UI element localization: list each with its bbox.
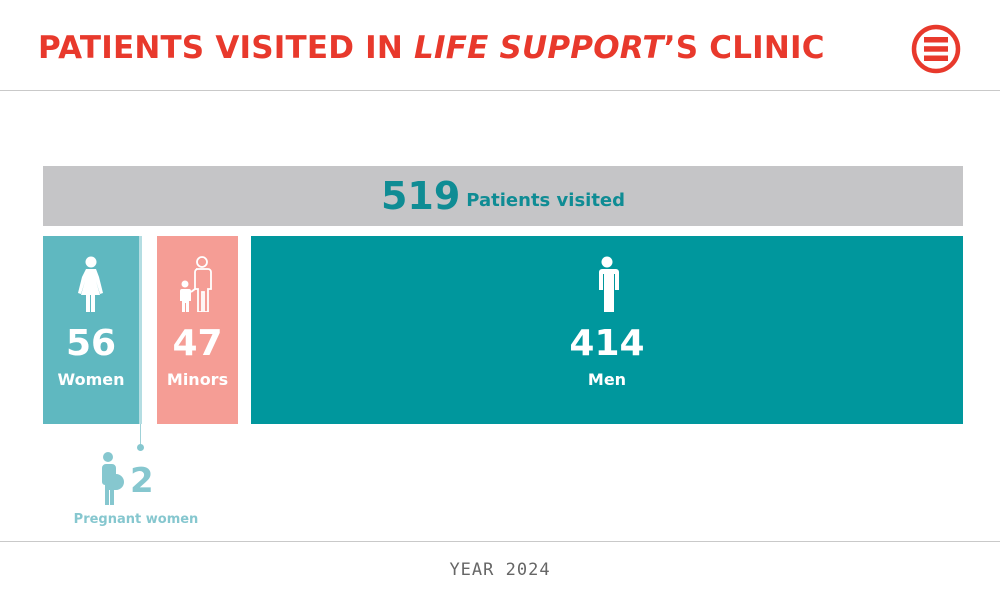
emergency-e-logo-icon: [911, 24, 961, 74]
pregnant-subset-stripe: [139, 236, 142, 424]
women-label: Women: [57, 370, 125, 389]
women-value: 56: [65, 323, 117, 364]
header-divider: [0, 90, 1000, 91]
pregnant-value: 2: [130, 461, 154, 501]
total-label: Patients visited: [466, 189, 626, 211]
total-bar: 519 Patients visited: [43, 166, 963, 226]
title-organization: LIFE SUPPORT: [414, 30, 664, 66]
pregnant-connector-line: [140, 424, 141, 446]
woman-icon: [43, 256, 139, 312]
men-label: Men: [587, 370, 627, 389]
pregnant-connector-dot: [137, 444, 144, 451]
title-part1: PATIENTS VISITED IN: [38, 30, 415, 66]
adult-and-child-icon: [157, 256, 238, 312]
pregnant-label: Pregnant women: [73, 512, 199, 527]
men-bar: 414 Men: [251, 236, 963, 424]
footer-divider: [0, 541, 1000, 542]
year-label: YEAR 2024: [449, 560, 551, 580]
page-title: PATIENTS VISITED IN LIFE SUPPORT’S CLINI…: [38, 30, 825, 66]
total-value: 519: [380, 174, 461, 218]
man-icon: [251, 256, 963, 312]
title-part2: ’S CLINIC: [663, 30, 825, 66]
minors-value: 47: [172, 323, 223, 364]
header: PATIENTS VISITED IN LIFE SUPPORT’S CLINI…: [0, 0, 1000, 90]
minors-label: Minors: [166, 370, 229, 389]
pregnant-woman-icon: [99, 451, 125, 507]
women-bar: 56 Women: [43, 236, 139, 424]
men-value: 414: [569, 323, 645, 364]
minors-bar: 47 Minors: [157, 236, 238, 424]
